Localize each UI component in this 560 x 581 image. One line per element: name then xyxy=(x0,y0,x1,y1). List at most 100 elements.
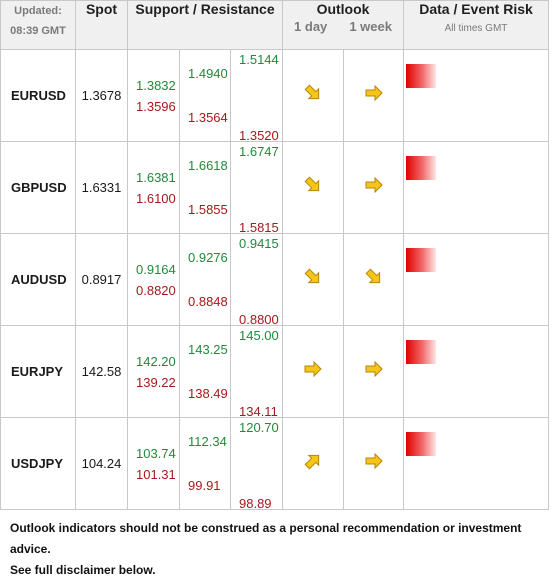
updated-header: Updated: 08:39 GMT xyxy=(0,0,76,50)
support-resistance-header: Support / Resistance xyxy=(126,0,284,50)
support-value: 0.8848 xyxy=(188,294,228,309)
pair-name: EURJPY xyxy=(0,325,76,418)
outlook-header: Outlook 1 day 1 week xyxy=(282,0,405,50)
sr-col-3: 0.9415 0.8800 xyxy=(229,233,284,327)
spot-value: 1.6331 xyxy=(75,141,128,234)
resistance-value: 0.9164 xyxy=(136,262,176,277)
spot-value: 0.8917 xyxy=(75,233,128,326)
all-times-note: All times GMT xyxy=(444,23,508,34)
support-value: 1.6100 xyxy=(136,191,176,206)
risk-indicator xyxy=(406,156,437,180)
outlook-1day-cell xyxy=(282,141,345,234)
resistance-value: 1.6381 xyxy=(136,170,176,185)
support-value: 138.49 xyxy=(188,386,228,401)
event-risk-cell xyxy=(403,49,550,142)
table-row: EURJPY 142.58 142.20 139.22 143.25 138.4… xyxy=(0,325,550,419)
sr-col-3: 1.6747 1.5815 xyxy=(229,141,284,235)
support-value: 101.31 xyxy=(136,467,176,482)
support-value: 98.89 xyxy=(239,496,272,511)
support-value: 1.3596 xyxy=(136,99,176,114)
down-right-arrow-icon xyxy=(304,176,320,192)
risk-indicator xyxy=(406,248,437,272)
sr-col-2: 143.25 138.49 xyxy=(179,325,231,418)
spot-header: Spot xyxy=(75,0,128,50)
support-value: 1.3520 xyxy=(239,128,279,143)
outlook-1day-cell xyxy=(282,49,345,142)
data-event-risk-header: Data / Event Risk All times GMT xyxy=(403,0,550,50)
up-right-arrow-icon xyxy=(304,454,320,470)
updated-label: Updated: xyxy=(14,5,62,17)
right-arrow-icon xyxy=(304,360,322,378)
sr-col-2: 1.6618 1.5855 xyxy=(179,141,231,234)
risk-indicator xyxy=(406,432,437,456)
resistance-value: 120.70 xyxy=(239,420,279,435)
sr-col-2: 0.9276 0.8848 xyxy=(179,233,231,326)
down-right-arrow-icon xyxy=(365,268,380,284)
resistance-value: 1.6747 xyxy=(239,144,279,159)
table-row: GBPUSD 1.6331 1.6381 1.6100 1.6618 1.585… xyxy=(0,141,550,235)
disclaimer-line-2: See full disclaimer below. xyxy=(10,563,156,577)
down-right-arrow-icon xyxy=(304,268,320,284)
resistance-value: 1.3832 xyxy=(136,78,176,93)
resistance-value: 112.34 xyxy=(188,434,227,449)
outlook-1day-cell xyxy=(282,233,345,326)
resistance-value: 1.6618 xyxy=(188,158,228,173)
right-arrow-icon xyxy=(365,360,383,378)
resistance-value: 145.00 xyxy=(239,328,279,343)
outlook-1day-label: 1 day xyxy=(294,19,328,34)
event-risk-cell xyxy=(403,233,550,326)
outlook-1week-cell xyxy=(343,49,405,142)
pair-name: USDJPY xyxy=(0,417,76,510)
support-value: 99.91 xyxy=(188,478,221,493)
table-row: AUDUSD 0.8917 0.9164 0.8820 0.9276 0.884… xyxy=(0,233,550,327)
sr-col-1: 103.74 101.31 xyxy=(127,417,180,510)
sr-col-1: 0.9164 0.8820 xyxy=(127,233,180,326)
support-value: 1.5855 xyxy=(188,202,228,217)
right-arrow-icon xyxy=(365,176,383,194)
support-value: 1.5815 xyxy=(239,220,279,235)
data-event-risk-title: Data / Event Risk xyxy=(419,1,533,17)
outlook-1week-cell xyxy=(343,233,405,326)
right-arrow-icon xyxy=(365,84,383,102)
resistance-value: 0.9415 xyxy=(239,236,279,251)
outlook-1week-cell xyxy=(343,141,405,234)
table-row: USDJPY 104.24 103.74 101.31 112.34 99.91… xyxy=(0,417,550,511)
event-risk-cell xyxy=(403,141,550,234)
outlook-1week-label: 1 week xyxy=(349,19,392,34)
sr-col-3: 1.5144 1.3520 xyxy=(229,49,284,143)
support-value: 139.22 xyxy=(136,375,176,390)
resistance-value: 1.5144 xyxy=(239,52,279,67)
sr-col-2: 112.34 99.91 xyxy=(179,417,231,510)
disclaimer: Outlook indicators should not be constru… xyxy=(10,518,560,581)
spot-value: 142.58 xyxy=(75,325,128,418)
down-right-arrow-icon xyxy=(304,84,320,100)
risk-indicator xyxy=(406,64,437,88)
resistance-value: 0.9276 xyxy=(188,250,228,265)
sr-col-1: 1.6381 1.6100 xyxy=(127,141,180,234)
spot-value: 1.3678 xyxy=(75,49,128,142)
updated-time: 08:39 GMT xyxy=(10,25,66,37)
spot-value: 104.24 xyxy=(75,417,128,510)
support-value: 0.8800 xyxy=(239,312,279,327)
resistance-value: 142.20 xyxy=(136,354,176,369)
risk-indicator xyxy=(406,340,437,364)
sr-col-1: 142.20 139.22 xyxy=(127,325,180,418)
event-risk-cell xyxy=(403,325,550,418)
resistance-value: 1.4940 xyxy=(188,66,228,81)
outlook-1week-cell xyxy=(343,417,405,510)
pair-name: GBPUSD xyxy=(0,141,76,234)
sr-col-3: 145.00 134.11 xyxy=(229,325,284,419)
outlook-table-wrap: Updated: 08:39 GMT Spot Support / Resist… xyxy=(0,0,550,511)
table-row: EURUSD 1.3678 1.3832 1.3596 1.4940 1.356… xyxy=(0,49,550,143)
outlook-title: Outlook xyxy=(316,1,370,17)
pair-name: EURUSD xyxy=(0,49,76,142)
pair-name: AUDUSD xyxy=(0,233,76,326)
resistance-value: 143.25 xyxy=(188,342,228,357)
sr-col-2: 1.4940 1.3564 xyxy=(179,49,231,142)
outlook-1day-cell xyxy=(282,417,345,510)
support-value: 134.11 xyxy=(239,404,278,419)
outlook-1week-cell xyxy=(343,325,405,418)
event-risk-cell xyxy=(403,417,550,510)
support-value: 1.3564 xyxy=(188,110,228,125)
right-arrow-icon xyxy=(365,452,383,470)
